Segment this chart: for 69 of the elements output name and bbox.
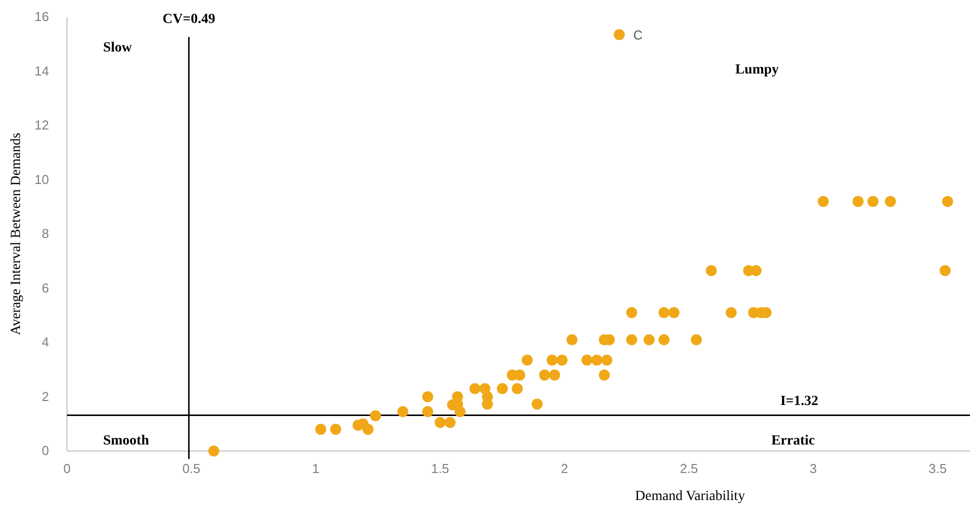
point <box>556 354 568 366</box>
point <box>626 334 638 346</box>
x-tick-label: 1 <box>312 461 320 476</box>
annotation: C <box>633 28 643 43</box>
y-tick-label: 10 <box>34 172 49 187</box>
point <box>658 334 670 346</box>
point <box>942 196 954 207</box>
y-tick-label: 12 <box>34 118 49 132</box>
ref-line-label: I=1.32 <box>780 394 818 410</box>
point <box>532 398 543 410</box>
point <box>690 334 702 346</box>
y-tick-label: 6 <box>42 280 49 296</box>
point <box>482 398 493 410</box>
point <box>208 446 220 456</box>
annotation: Lumpy <box>735 62 779 78</box>
annotation: Smooth <box>103 433 150 448</box>
point <box>362 424 374 435</box>
point <box>512 383 523 394</box>
point <box>566 334 578 346</box>
y-tick-label: 16 <box>34 9 49 24</box>
y-tick-label: 2 <box>42 388 49 404</box>
point <box>726 307 737 318</box>
point <box>867 196 878 207</box>
point <box>330 424 342 435</box>
point <box>940 265 951 276</box>
point <box>852 196 864 207</box>
ref-line-label: CV=0.49 <box>162 12 216 27</box>
point <box>750 265 762 276</box>
point <box>626 307 638 318</box>
point <box>434 417 446 428</box>
point <box>668 307 680 318</box>
point <box>549 370 560 381</box>
point <box>818 196 829 207</box>
x-tick-label: 3 <box>810 461 817 476</box>
x-tick-label: 3.5 <box>928 461 947 476</box>
point <box>539 370 550 381</box>
annotation: Slow <box>103 40 133 56</box>
annotation: Erratic <box>771 433 815 448</box>
point <box>598 370 610 381</box>
point <box>496 383 508 394</box>
x-tick-label: 2.5 <box>680 461 698 476</box>
point <box>422 391 434 402</box>
point <box>422 406 434 418</box>
point <box>658 307 670 318</box>
x-tick-label: 1.5 <box>431 461 450 476</box>
y-tick-label: 8 <box>42 226 49 241</box>
point <box>601 354 612 366</box>
y-tick-label: 4 <box>42 334 49 350</box>
point <box>370 410 381 422</box>
point <box>522 354 533 366</box>
point <box>644 334 655 346</box>
point <box>591 354 602 366</box>
point <box>454 406 466 418</box>
point <box>546 354 558 366</box>
x-tick-label: 0 <box>63 461 71 476</box>
x-tick-label: 2 <box>560 461 568 476</box>
point <box>444 417 456 428</box>
point <box>581 354 592 366</box>
point <box>397 406 408 418</box>
point <box>315 424 326 435</box>
x-tick-label: 0.5 <box>182 461 200 476</box>
y-tick-label: 14 <box>34 63 49 78</box>
y-tick-label: 0 <box>42 443 49 458</box>
point <box>469 383 480 394</box>
point <box>614 29 625 40</box>
point <box>706 265 717 276</box>
x-axis-title: Demand Variability <box>635 489 745 504</box>
y-axis-title: Average Interval Between Demands <box>9 132 24 336</box>
point <box>884 196 896 207</box>
